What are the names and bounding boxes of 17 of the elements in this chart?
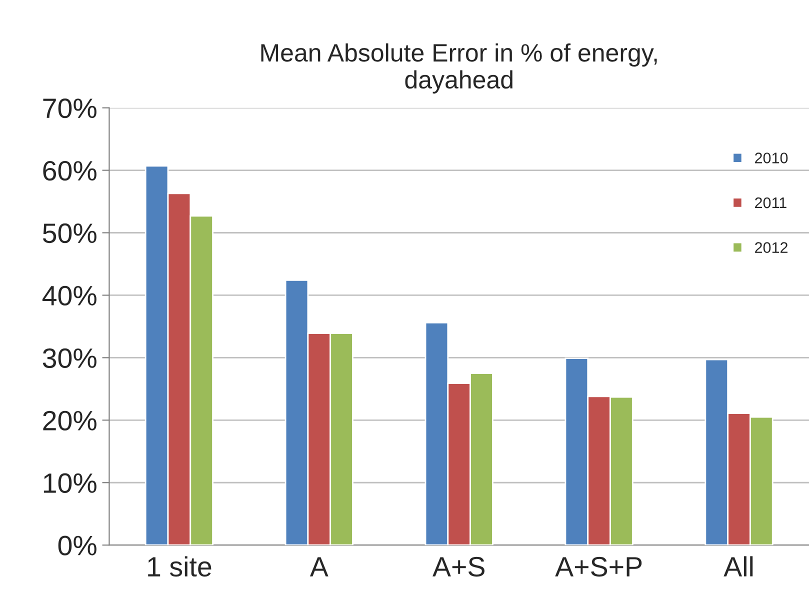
- x-tick-label: A: [310, 557, 328, 576]
- y-tick-label: 40%: [42, 286, 96, 306]
- legend-label: 2012: [755, 242, 788, 253]
- chart-title: Mean Absolute Error in % of energy, dayahead: [261, 43, 657, 94]
- legend-label: 2010: [755, 152, 788, 164]
- y-tick-label: 30%: [42, 348, 96, 368]
- y-tick-label: 20%: [43, 410, 96, 430]
- x-tick-label: 1 site: [148, 556, 212, 577]
- x-tick-label: A+S: [432, 556, 484, 577]
- legend-label: 2011: [755, 197, 786, 208]
- y-tick-label: 0%: [58, 536, 96, 556]
- x-tick-label: All: [724, 556, 753, 576]
- x-tick-label: A+S+P: [555, 556, 642, 577]
- y-tick-label: 10%: [44, 473, 96, 493]
- y-tick-label: 50%: [42, 223, 96, 244]
- y-tick-label: 60%: [43, 160, 96, 181]
- y-tick-label: 70%: [43, 98, 96, 118]
